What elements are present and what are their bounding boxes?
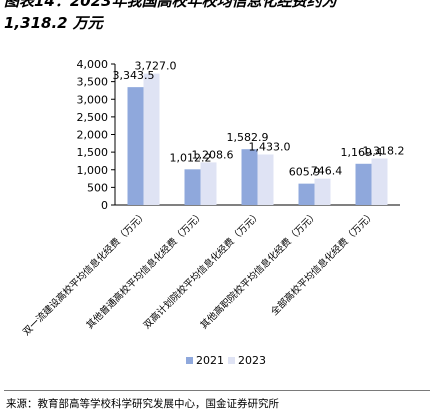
source-divider <box>4 390 430 391</box>
category-label: 其他普通高校平均信息化经费（万元） <box>84 209 207 332</box>
bar-2021 <box>127 87 144 205</box>
bar-2021 <box>241 149 258 205</box>
data-label-2021: 605.9 <box>289 166 321 179</box>
category-label: 双一流建设高校平均信息化经费（万元） <box>20 209 149 338</box>
bar-2023 <box>371 158 388 205</box>
figure-title-line-1: 图表14：2023年我国高校年校均信息化经费约为 <box>4 0 337 10</box>
bar-2021 <box>184 169 201 205</box>
data-label-2021: 1,582.9 <box>227 131 269 144</box>
figure-title-line-2: 1,318.2 万元 <box>4 14 103 32</box>
category-label: 双高计划院校平均信息化经费（万元） <box>141 209 264 332</box>
category-label: 全部高校平均信息化经费（万元） <box>268 209 377 318</box>
legend-swatch <box>186 357 193 364</box>
y-tick-label: 1,000 <box>77 164 109 177</box>
y-tick-label: 1,500 <box>77 146 109 159</box>
bar-2021 <box>298 183 315 205</box>
y-tick-label: 4,000 <box>77 58 109 71</box>
legend-swatch <box>228 357 235 364</box>
data-label-2021: 3,343.5 <box>113 69 155 82</box>
bar-2023 <box>143 73 160 205</box>
data-label-2021: 1,012.2 <box>170 151 212 164</box>
data-label-2021: 1,169.4 <box>341 146 383 159</box>
y-tick-label: 500 <box>87 181 108 194</box>
bar-2023 <box>257 154 274 205</box>
y-tick-label: 0 <box>101 199 108 212</box>
y-tick-label: 3,500 <box>77 76 109 89</box>
y-tick-label: 3,000 <box>77 93 109 106</box>
data-label-2023: 746.4 <box>311 165 343 178</box>
y-tick-label: 2,000 <box>77 129 109 142</box>
data-label-2023: 1,433.0 <box>249 140 291 153</box>
bar-chart: 0 500 1,000 1,500 2,000 2,500 3,000 3,500 4,000 3… <box>20 58 405 367</box>
figure-title: 图表14：2023年我国高校年校均信息化经费约为 1,318.2 万元 <box>4 0 432 34</box>
source-note: 来源：教育部高等学校科学研究发展中心，国金证券研究所 <box>6 398 279 410</box>
legend-label: 2021 <box>196 354 224 367</box>
data-label-2023: 3,727.0 <box>135 60 177 73</box>
bar-2023 <box>314 178 331 205</box>
y-tick-label: 2,500 <box>77 111 109 124</box>
data-label-2023: 1,208.6 <box>192 148 234 161</box>
legend-label: 2023 <box>238 354 266 367</box>
bar-2023 <box>200 162 217 205</box>
bar-2021 <box>355 163 372 205</box>
category-label: 其他高职院校平均信息化经费（万元） <box>198 209 321 332</box>
data-label-2023: 1,318.2 <box>363 145 405 158</box>
